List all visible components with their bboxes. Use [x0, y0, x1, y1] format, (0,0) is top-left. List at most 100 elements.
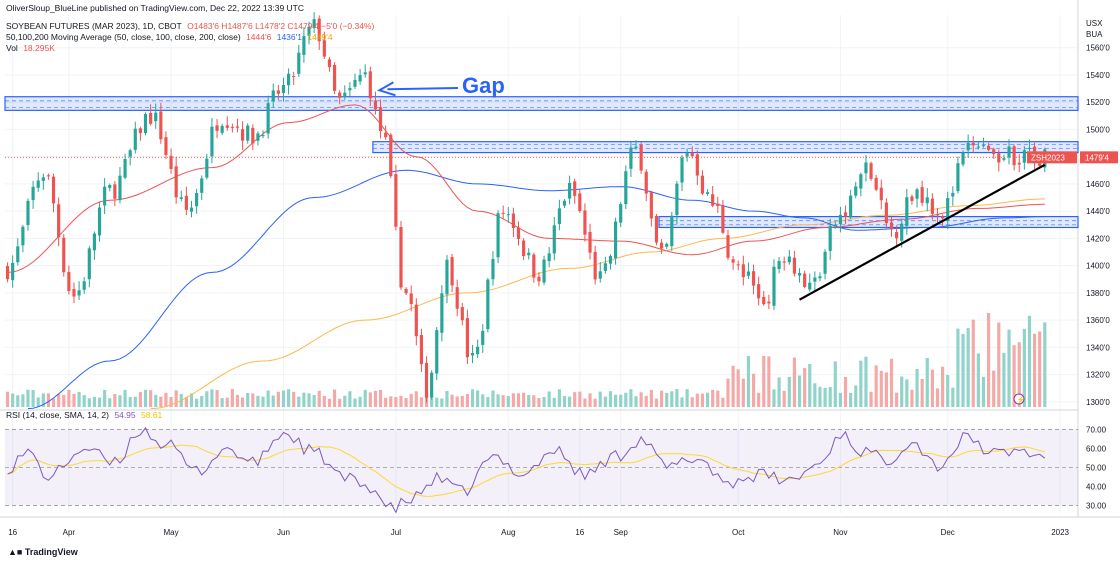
candle-body: [690, 152, 694, 157]
volume-bar: [11, 393, 15, 407]
volume-bar: [915, 368, 919, 407]
volume-bar: [123, 389, 127, 407]
volume-bar: [716, 390, 720, 407]
candle-body: [910, 196, 914, 202]
volume-bar: [430, 398, 434, 407]
candle-body: [700, 175, 705, 194]
volume-title[interactable]: Vol: [6, 43, 18, 53]
axes: 1300'0 1320'0 1340'0 1360'0 1380'0 1400'0 1420…: [8, 19, 1118, 537]
volume-bar: [869, 391, 873, 407]
candle-body: [941, 216, 945, 219]
volume-bar: [884, 372, 888, 407]
volume-bar: [332, 389, 337, 407]
price-tick-label: 1340'0: [1086, 343, 1110, 352]
volume-value: 18.295K: [23, 43, 55, 53]
support-resistance-zones: [4, 96, 1079, 229]
candle-body: [62, 237, 66, 273]
candle-body: [353, 79, 357, 87]
volume-bar: [297, 396, 301, 407]
volume-bar: [976, 353, 980, 407]
candle-body: [629, 147, 633, 169]
candle-body: [665, 243, 669, 247]
rsi-panel: [5, 426, 1078, 514]
volume-bar: [409, 393, 413, 407]
volume-bar: [731, 365, 735, 407]
candle-body: [378, 107, 383, 132]
volume-bar: [149, 390, 153, 407]
candle-body: [588, 232, 592, 253]
candle-body: [445, 259, 449, 295]
volume-bar: [491, 390, 495, 407]
candle-body: [516, 227, 521, 239]
ma200-value: 1449'4: [307, 32, 333, 42]
volume-bar: [746, 356, 751, 407]
candle-body: [128, 150, 132, 157]
volume-bar: [455, 396, 459, 407]
rsi-ma-line: [7, 444, 1045, 497]
volume-bar: [343, 395, 347, 407]
volume-bar: [629, 389, 633, 407]
volume-bar: [440, 398, 444, 407]
candle-body: [225, 125, 229, 128]
tradingview-footer[interactable]: ▲■ TradingView: [8, 547, 78, 557]
time-tick-label: Sep: [614, 528, 629, 537]
volume-bar: [465, 394, 469, 407]
candle-body: [751, 271, 756, 286]
volume-bar: [46, 393, 51, 407]
candle-body: [803, 273, 807, 287]
volume-bar: [659, 390, 664, 407]
candle-body: [951, 192, 955, 197]
rsi-tick-label: 50.00: [1086, 464, 1107, 473]
volume-header[interactable]: Vol 18.295K: [6, 43, 58, 53]
volume-bar: [445, 391, 449, 407]
event-bolt-glyph: ⚡: [1017, 395, 1026, 404]
volume-bar: [527, 395, 531, 407]
drawings[interactable]: Gap ⚡: [376, 73, 1046, 405]
ohlc-values: O1483'6 H1487'6 L1478'2 C1479'4 −5'0 (−0…: [187, 21, 375, 31]
candle-body: [481, 330, 485, 345]
volume-bar: [378, 389, 383, 407]
volume-bar: [164, 392, 168, 407]
volume-bar: [588, 393, 592, 407]
candle-body: [195, 193, 199, 207]
price-tick-label: 1420'0: [1086, 234, 1110, 243]
candle-body: [389, 134, 393, 177]
candle-body: [843, 212, 848, 217]
ma100-line: [27, 169, 1045, 410]
candle-body: [746, 271, 751, 276]
candle-body: [220, 125, 224, 133]
symbol-title[interactable]: SOYBEAN FUTURES (MAR 2023), 1D, CBOT: [6, 21, 182, 31]
volume-bar: [51, 398, 56, 407]
candle-body: [670, 215, 674, 247]
candle-body: [77, 290, 81, 296]
volume-bar: [992, 370, 996, 407]
volume-bars: [5, 312, 1047, 407]
candle-body: [782, 261, 786, 263]
volume-bar: [435, 397, 439, 407]
ma-title[interactable]: 50,100,200 Moving Average (50, close, 10…: [6, 32, 241, 42]
candle-body: [654, 215, 659, 243]
symbol-header[interactable]: SOYBEAN FUTURES (MAR 2023), 1D, CBOT O14…: [6, 21, 377, 31]
volume-bar: [685, 389, 689, 407]
volume-bar: [261, 396, 265, 407]
rsi-tick-label: 70.00: [1086, 426, 1107, 435]
rsi-title[interactable]: RSI (14, close, SMA, 14, 2): [6, 410, 109, 420]
price-tick-label: 1300'0: [1086, 398, 1110, 407]
volume-bar: [889, 358, 894, 407]
candle-body: [828, 225, 832, 251]
candle-body: [414, 304, 418, 337]
publisher-line: OliverSloup_BlueLine published on Tradin…: [6, 3, 307, 13]
ma-header[interactable]: 50,100,200 Moving Average (50, close, 10…: [6, 32, 336, 42]
candle-body: [11, 262, 15, 281]
candle-body: [373, 100, 378, 110]
candle-body: [787, 256, 791, 263]
volume-bar: [1002, 352, 1006, 407]
volume-bar: [614, 394, 618, 407]
volume-bar: [986, 312, 991, 407]
candle-body: [327, 59, 332, 68]
rsi-header[interactable]: RSI (14, close, SMA, 14, 2) 54.95 58.61: [6, 410, 165, 420]
volume-bar: [276, 391, 280, 407]
candle-body: [363, 72, 367, 75]
candle-body: [619, 204, 623, 223]
